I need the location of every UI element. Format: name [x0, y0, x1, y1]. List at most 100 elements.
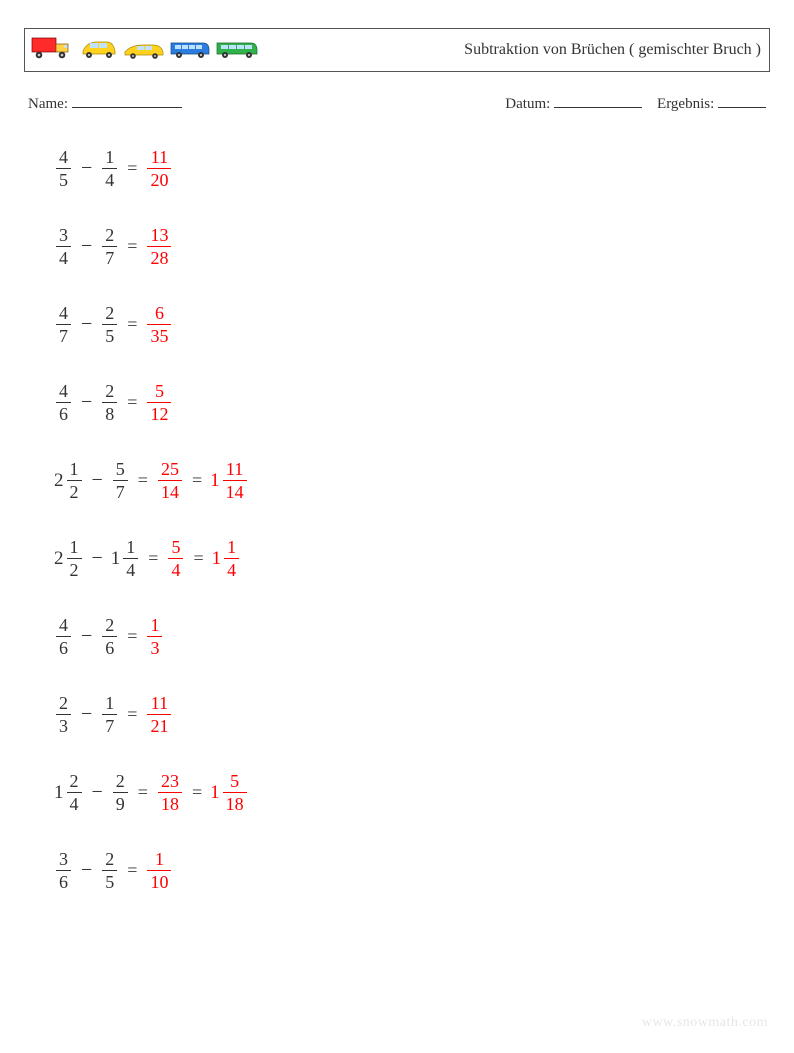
whole-number: 1	[54, 783, 65, 802]
numerator: 1	[224, 537, 239, 557]
minus-sign: −	[84, 548, 111, 568]
minus-sign: −	[84, 470, 111, 490]
denominator: 35	[147, 326, 171, 346]
numerator: 4	[56, 147, 71, 167]
numerator: 1	[147, 615, 162, 635]
vehicle-icons	[31, 36, 259, 65]
fraction: 34	[54, 225, 73, 268]
denominator: 2	[67, 560, 82, 580]
van-blue-icon	[169, 38, 211, 65]
fraction: 17	[100, 693, 119, 736]
fraction: 24	[65, 771, 84, 814]
fraction-bar	[56, 402, 71, 403]
denominator: 20	[147, 170, 171, 190]
fraction: 57	[111, 459, 130, 502]
fraction-bar	[102, 168, 117, 169]
equals-sign: =	[184, 471, 210, 489]
worksheet-title: Subtraktion von Brüchen ( gemischter Bru…	[464, 40, 761, 60]
denominator: 12	[147, 404, 171, 424]
fraction-bar	[67, 558, 82, 559]
denominator: 4	[123, 560, 138, 580]
denominator: 3	[56, 716, 71, 736]
denominator: 7	[56, 326, 71, 346]
denominator: 5	[56, 170, 71, 190]
numerator: 2	[102, 849, 117, 869]
equals-sign: =	[119, 705, 145, 723]
fraction: 12	[65, 537, 84, 580]
equals-sign: =	[119, 861, 145, 879]
fraction-bar	[56, 636, 71, 637]
denominator: 5	[102, 326, 117, 346]
result-label: Ergebnis:	[657, 96, 714, 112]
equation-row: 212−57=2514=11114	[54, 459, 770, 501]
fraction-bar	[147, 168, 171, 169]
numerator: 1	[102, 693, 117, 713]
denominator: 4	[102, 170, 117, 190]
equals-sign: =	[185, 549, 211, 567]
van-green-icon	[215, 38, 259, 65]
equation-row: 45−14=1120	[54, 147, 770, 189]
fraction-bar	[113, 792, 128, 793]
fraction: 25	[100, 849, 119, 892]
fraction-bar	[56, 714, 71, 715]
equation-row: 23−17=1121	[54, 693, 770, 735]
name-underline	[72, 94, 182, 108]
name-label: Name:	[28, 96, 68, 112]
fraction: 47	[54, 303, 73, 346]
denominator: 4	[67, 794, 82, 814]
fraction: 46	[54, 615, 73, 658]
fraction: 2514	[156, 459, 184, 502]
fraction-bar	[158, 480, 182, 481]
fraction-bar	[102, 402, 117, 403]
equals-sign: =	[119, 393, 145, 411]
numerator: 1	[67, 537, 82, 557]
fraction-bar	[223, 792, 247, 793]
numerator: 13	[147, 225, 171, 245]
fraction: 1328	[145, 225, 173, 268]
numerator: 2	[102, 225, 117, 245]
denominator: 9	[113, 794, 128, 814]
fraction-bar	[56, 246, 71, 247]
fraction: 1114	[221, 459, 249, 502]
fraction-bar	[67, 480, 82, 481]
whole-number: 1	[111, 549, 122, 568]
denominator: 14	[158, 482, 182, 502]
whole-number: 1	[212, 549, 223, 568]
fraction-bar	[147, 402, 171, 403]
whole-number: 1	[210, 471, 221, 490]
sedan-yellow-icon	[123, 40, 165, 65]
minus-sign: −	[73, 626, 100, 646]
fraction-bar	[56, 168, 71, 169]
date-label: Datum:	[505, 96, 550, 112]
denominator: 6	[56, 404, 71, 424]
denominator: 5	[102, 872, 117, 892]
numerator: 3	[56, 225, 71, 245]
minus-sign: −	[73, 392, 100, 412]
equation-row: 212−114=54=114	[54, 537, 770, 579]
denominator: 6	[102, 638, 117, 658]
header-box: Subtraktion von Brüchen ( gemischter Bru…	[24, 28, 770, 72]
fraction: 1120	[145, 147, 173, 190]
minus-sign: −	[73, 860, 100, 880]
minus-sign: −	[73, 236, 100, 256]
fraction-bar	[168, 558, 183, 559]
numerator: 1	[152, 849, 167, 869]
denominator: 10	[147, 872, 171, 892]
numerator: 4	[56, 381, 71, 401]
numerator: 11	[148, 147, 171, 167]
fraction: 29	[111, 771, 130, 814]
fraction: 1121	[145, 693, 173, 736]
numerator: 2	[56, 693, 71, 713]
denominator: 6	[56, 872, 71, 892]
numerator: 2	[102, 381, 117, 401]
problems-list: 45−14=112034−27=132847−25=63546−28=51221…	[24, 147, 770, 891]
numerator: 2	[102, 303, 117, 323]
numerator: 1	[67, 459, 82, 479]
numerator: 23	[158, 771, 182, 791]
fraction: 45	[54, 147, 73, 190]
fraction: 13	[145, 615, 164, 658]
equation-row: 36−25=110	[54, 849, 770, 891]
fraction: 23	[54, 693, 73, 736]
denominator: 7	[102, 248, 117, 268]
fraction: 12	[65, 459, 84, 502]
